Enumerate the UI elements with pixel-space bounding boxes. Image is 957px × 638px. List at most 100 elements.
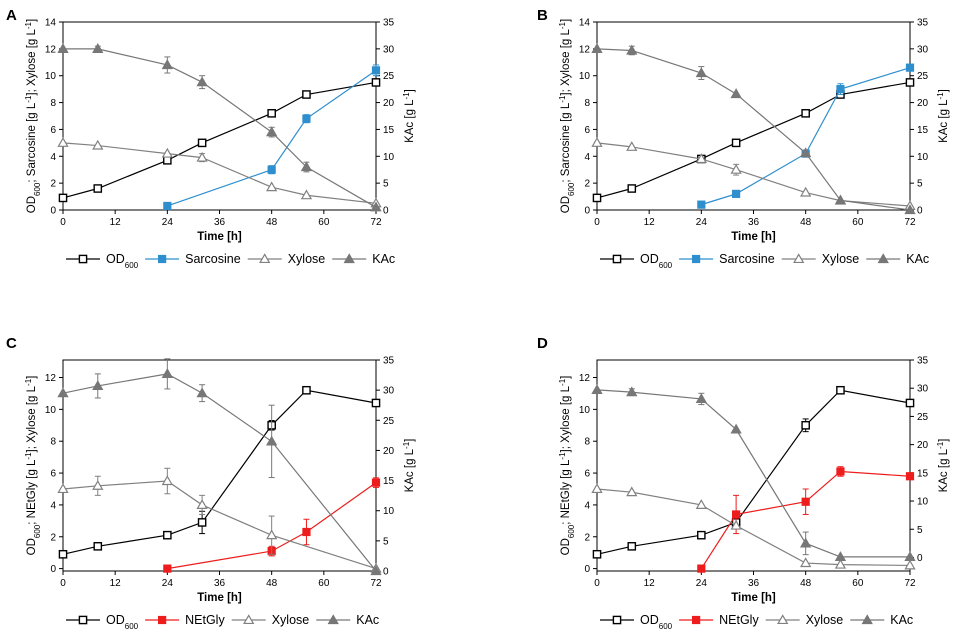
legend-item-kac: KAc <box>866 252 929 266</box>
legend-label: OD600 <box>106 252 139 270</box>
y-left-title-part: 600 <box>33 524 42 538</box>
y-right-tick-label: 30 <box>383 44 395 55</box>
y-left-tick-label: 2 <box>50 532 56 543</box>
y-left-title-part: -1 <box>558 378 567 386</box>
data-point <box>905 472 915 481</box>
y-left-axis-title: OD600; NEtGly [g L-1]; Xylose [g L-1] <box>24 376 42 556</box>
y-right-tick-label: 20 <box>917 98 929 109</box>
y-left-title-part: ]; Xylose [g L <box>560 29 572 96</box>
legend-marker <box>692 615 701 625</box>
legend-marker <box>158 254 167 264</box>
data-point <box>904 551 916 561</box>
x-tick-label: 36 <box>748 578 760 589</box>
y-right-tick-label: 10 <box>917 152 929 163</box>
x-tick-label: 72 <box>904 578 916 589</box>
legend-item-kac: KAc <box>316 613 379 627</box>
y-right-tick-label: 35 <box>383 18 395 29</box>
legend-label-part: Xylose <box>806 613 844 627</box>
legend-label-part: 600 <box>659 261 673 270</box>
data-point <box>800 147 812 158</box>
data-point <box>197 518 207 527</box>
series-kac <box>57 358 382 576</box>
y-right-tick-label: 0 <box>383 206 389 217</box>
series-xylose <box>57 137 382 208</box>
plot-frame <box>62 359 377 572</box>
legend-item-netgly: NEtGly <box>145 613 225 627</box>
data-point <box>302 527 311 537</box>
legend-label: Sarcosine <box>185 252 241 266</box>
data-point <box>730 423 742 434</box>
y-right-tick-label: 30 <box>917 384 929 395</box>
data-point <box>626 141 638 151</box>
legend-item-od600: OD600 <box>600 252 673 270</box>
data-point <box>92 479 104 490</box>
y-right-tick-label: 15 <box>383 125 395 136</box>
legend-label: OD600 <box>106 613 139 631</box>
y-left-tick-label: 2 <box>584 179 590 190</box>
legend-label: Xylose <box>288 252 326 266</box>
data-point <box>267 165 276 174</box>
y-left-tick-label: 14 <box>579 18 591 29</box>
y-right-axis-title: KAc [g L-1] <box>936 439 951 493</box>
y-left-title-part: ]; Xylose [g L <box>560 385 572 452</box>
data-point <box>58 549 68 559</box>
y-right-tick-label: 15 <box>383 476 395 487</box>
data-point <box>904 559 916 570</box>
data-point <box>266 529 278 540</box>
legend-label-part: Xylose <box>822 252 860 266</box>
series-line <box>596 488 911 567</box>
legend-label-part: OD <box>106 252 125 266</box>
legend-item-xylose: Xylose <box>231 613 309 627</box>
y-left-tick-label: 12 <box>45 373 57 384</box>
y-left-title-part: ; NEtGly [g L <box>560 459 572 525</box>
data-point <box>92 139 104 150</box>
x-tick-label: 24 <box>162 217 174 228</box>
data-point <box>904 204 916 215</box>
x-tick-label: 60 <box>318 217 330 228</box>
data-point <box>161 147 173 158</box>
y-right-tick-label: 0 <box>917 206 923 217</box>
data-point <box>801 420 810 430</box>
series-od600 <box>592 385 915 559</box>
data-point <box>371 66 381 75</box>
y-left-tick-label: 6 <box>584 125 590 136</box>
legend-marker <box>692 254 701 264</box>
y-right-tick-label: 25 <box>917 71 929 82</box>
data-point <box>697 530 706 540</box>
y-left-tick-label: 0 <box>584 564 590 575</box>
x-tick-label: 48 <box>266 217 278 228</box>
legend-item-kac: KAc <box>850 613 913 627</box>
data-point <box>57 483 69 494</box>
y-left-tick-label: 8 <box>584 98 590 109</box>
data-point <box>92 43 104 53</box>
data-point <box>834 558 847 569</box>
data-point <box>626 44 638 55</box>
y-left-title-part: ; Sarcosine [g L <box>26 102 38 183</box>
series-sarcosine <box>163 64 381 211</box>
legend-marker <box>861 614 873 625</box>
y-left-tick-label: 8 <box>50 437 56 448</box>
legend-item-od600: OD600 <box>66 252 139 270</box>
y-left-title-part: -1 <box>24 21 33 29</box>
legend-label-part: Xylose <box>288 252 326 266</box>
y-right-title-part: ] <box>404 439 416 442</box>
series-line <box>596 389 911 555</box>
legend-marker <box>612 254 622 264</box>
x-tick-label: 12 <box>644 217 656 228</box>
data-point <box>93 184 103 193</box>
y-left-tick-label: 10 <box>45 405 57 416</box>
data-point <box>592 193 602 203</box>
data-point <box>905 78 915 87</box>
y-left-tick-label: 12 <box>579 44 591 55</box>
y-right-tick-label: 0 <box>383 567 389 578</box>
data-point <box>626 486 638 497</box>
data-point <box>591 483 603 494</box>
y-right-title-part: ] <box>938 439 950 442</box>
plot-frame <box>596 359 911 572</box>
y-right-tick-label: 10 <box>383 152 395 163</box>
y-left-title-part: ]; Xylose [g L <box>26 385 38 452</box>
data-point <box>163 156 172 165</box>
legend-marker <box>793 253 805 264</box>
y-left-title-part: -1 <box>558 452 567 460</box>
x-tick-label: 60 <box>852 217 864 228</box>
